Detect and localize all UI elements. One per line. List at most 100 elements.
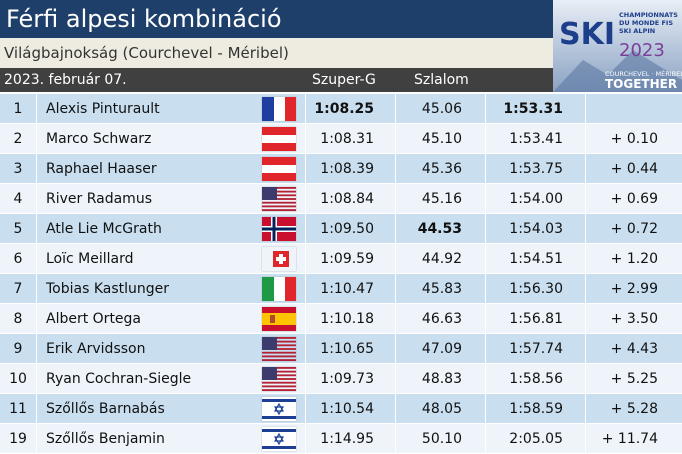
- result-row: 2 Marco Schwarz 1:08.31 45.10 1:53.41 + 0.10: [0, 124, 682, 154]
- super-g-time: 1:10.65: [320, 341, 374, 357]
- cell-divider: [395, 424, 396, 453]
- cell-divider: [395, 274, 396, 303]
- athlete-name: Albert Ortega: [46, 311, 142, 327]
- super-g-time: 1:10.54: [320, 401, 374, 417]
- cell-divider: [395, 124, 396, 153]
- logo: SKI CHAMPIONNATS DU MONDE FIS SKI ALPIN …: [553, 0, 682, 92]
- total-time: 1:53.41: [509, 131, 563, 147]
- cell-divider: [485, 424, 486, 453]
- result-row: 4 River Radamus 1:08.84 45.16 1:54.00 + 0.69: [0, 184, 682, 214]
- cell-divider: [305, 364, 306, 393]
- cell-divider: [585, 364, 586, 393]
- athlete-name: Raphael Haaser: [46, 161, 157, 177]
- super-g-time: 1:09.59: [320, 251, 374, 267]
- flag: [262, 97, 296, 121]
- result-row: 11 Szőllős Barnabás 1:10.54 48.05 1:58.59 + 5…: [0, 394, 682, 424]
- slalom-time: 44.53: [417, 221, 462, 237]
- cell-divider: [36, 364, 37, 393]
- rank: 10: [9, 371, 27, 387]
- cell-divider: [36, 94, 37, 123]
- athlete-name: Ryan Cochran-Siegle: [46, 371, 192, 387]
- athlete-name: Erik Arvidsson: [46, 341, 146, 357]
- cell-divider: [485, 364, 486, 393]
- super-g-time: 1:14.95: [320, 431, 374, 447]
- cell-divider: [585, 154, 586, 183]
- logo-text: COURCHEVEL · MÉRIBEL: [605, 69, 682, 78]
- rank: 1: [13, 101, 23, 117]
- cell-divider: [485, 124, 486, 153]
- super-g-time: 1:09.73: [320, 371, 374, 387]
- time-difference: + 0.72: [610, 221, 658, 237]
- rank: 9: [13, 341, 23, 357]
- cell-divider: [305, 244, 306, 273]
- flag: [262, 397, 296, 421]
- super-g-time: 1:10.47: [320, 281, 374, 297]
- slalom-time: 46.63: [421, 311, 462, 327]
- cell-divider: [585, 304, 586, 333]
- super-g-time: 1:08.31: [320, 131, 374, 147]
- cell-divider: [485, 214, 486, 243]
- slalom-time: 45.36: [421, 161, 462, 177]
- cell-divider: [395, 244, 396, 273]
- cell-divider: [36, 184, 37, 213]
- slalom-time: 45.83: [421, 281, 462, 297]
- time-difference: + 1.20: [610, 251, 658, 267]
- time-difference: + 5.25: [610, 371, 658, 387]
- flag: [262, 217, 296, 241]
- cell-divider: [36, 244, 37, 273]
- result-row: 10 Ryan Cochran-Siegle 1:09.73 48.83 1:58.56…: [0, 364, 682, 394]
- result-row: 6 Loïc Meillard 1:09.59 44.92 1:54.51 + 1.20: [0, 244, 682, 274]
- column-header: Szlalom: [414, 72, 469, 88]
- rank: 8: [13, 311, 23, 327]
- athlete-name: Atle Lie McGrath: [46, 221, 162, 237]
- cell-divider: [585, 394, 586, 423]
- cell-divider: [485, 94, 486, 123]
- total-time: 1:54.03: [509, 221, 563, 237]
- cell-divider: [36, 424, 37, 453]
- total-time: 1:57.74: [509, 341, 563, 357]
- cell-divider: [305, 274, 306, 303]
- slalom-time: 45.06: [421, 101, 462, 117]
- super-g-time: 1:08.84: [320, 191, 374, 207]
- rank: 2: [13, 131, 23, 147]
- header-bar: 2023. február 07. Szuper-G Szlalom: [0, 68, 553, 92]
- super-g-time: 1:09.50: [320, 221, 374, 237]
- cell-divider: [395, 94, 396, 123]
- cell-divider: [305, 94, 306, 123]
- result-row: 3 Raphael Haaser 1:08.39 45.36 1:53.75 + 0.44: [0, 154, 682, 184]
- cell-divider: [36, 334, 37, 363]
- logo-year: 2023: [619, 40, 665, 61]
- result-row: 19 Szőllős Benjamin 1:14.95 50.10 2:05.05 + 1…: [0, 424, 682, 454]
- cell-divider: [585, 424, 586, 453]
- cell-divider: [36, 154, 37, 183]
- cell-divider: [585, 94, 586, 123]
- cell-divider: [36, 214, 37, 243]
- cell-divider: [36, 304, 37, 333]
- flag: [262, 367, 296, 391]
- time-difference: + 5.28: [610, 401, 658, 417]
- result-row: 7 Tobias Kastlunger 1:10.47 45.83 1:56.30 + 2…: [0, 274, 682, 304]
- slalom-time: 50.10: [421, 431, 462, 447]
- rank: 19: [9, 431, 27, 447]
- rank: 11: [9, 401, 27, 417]
- cell-divider: [485, 244, 486, 273]
- cell-divider: [395, 154, 396, 183]
- athlete-name: Szőllős Benjamin: [46, 431, 165, 447]
- slalom-time: 48.05: [421, 401, 462, 417]
- flag: [262, 307, 296, 331]
- cell-divider: [395, 334, 396, 363]
- date: 2023. február 07.: [4, 72, 127, 88]
- time-difference: + 11.74: [601, 431, 658, 447]
- cell-divider: [485, 304, 486, 333]
- slalom-time: 48.83: [421, 371, 462, 387]
- super-g-time: 1:10.18: [320, 311, 374, 327]
- logo-text: CHAMPIONNATS: [619, 11, 678, 19]
- total-time: 1:56.81: [509, 311, 563, 327]
- result-row: 1 Alexis Pinturault 1:08.25 45.06 1:53.31: [0, 94, 682, 124]
- cell-divider: [585, 184, 586, 213]
- cell-divider: [585, 274, 586, 303]
- cell-divider: [36, 274, 37, 303]
- athlete-name: Tobias Kastlunger: [46, 281, 170, 297]
- result-row: 8 Albert Ortega 1:10.18 46.63 1:56.81 + 3.50: [0, 304, 682, 334]
- slalom-time: 45.10: [421, 131, 462, 147]
